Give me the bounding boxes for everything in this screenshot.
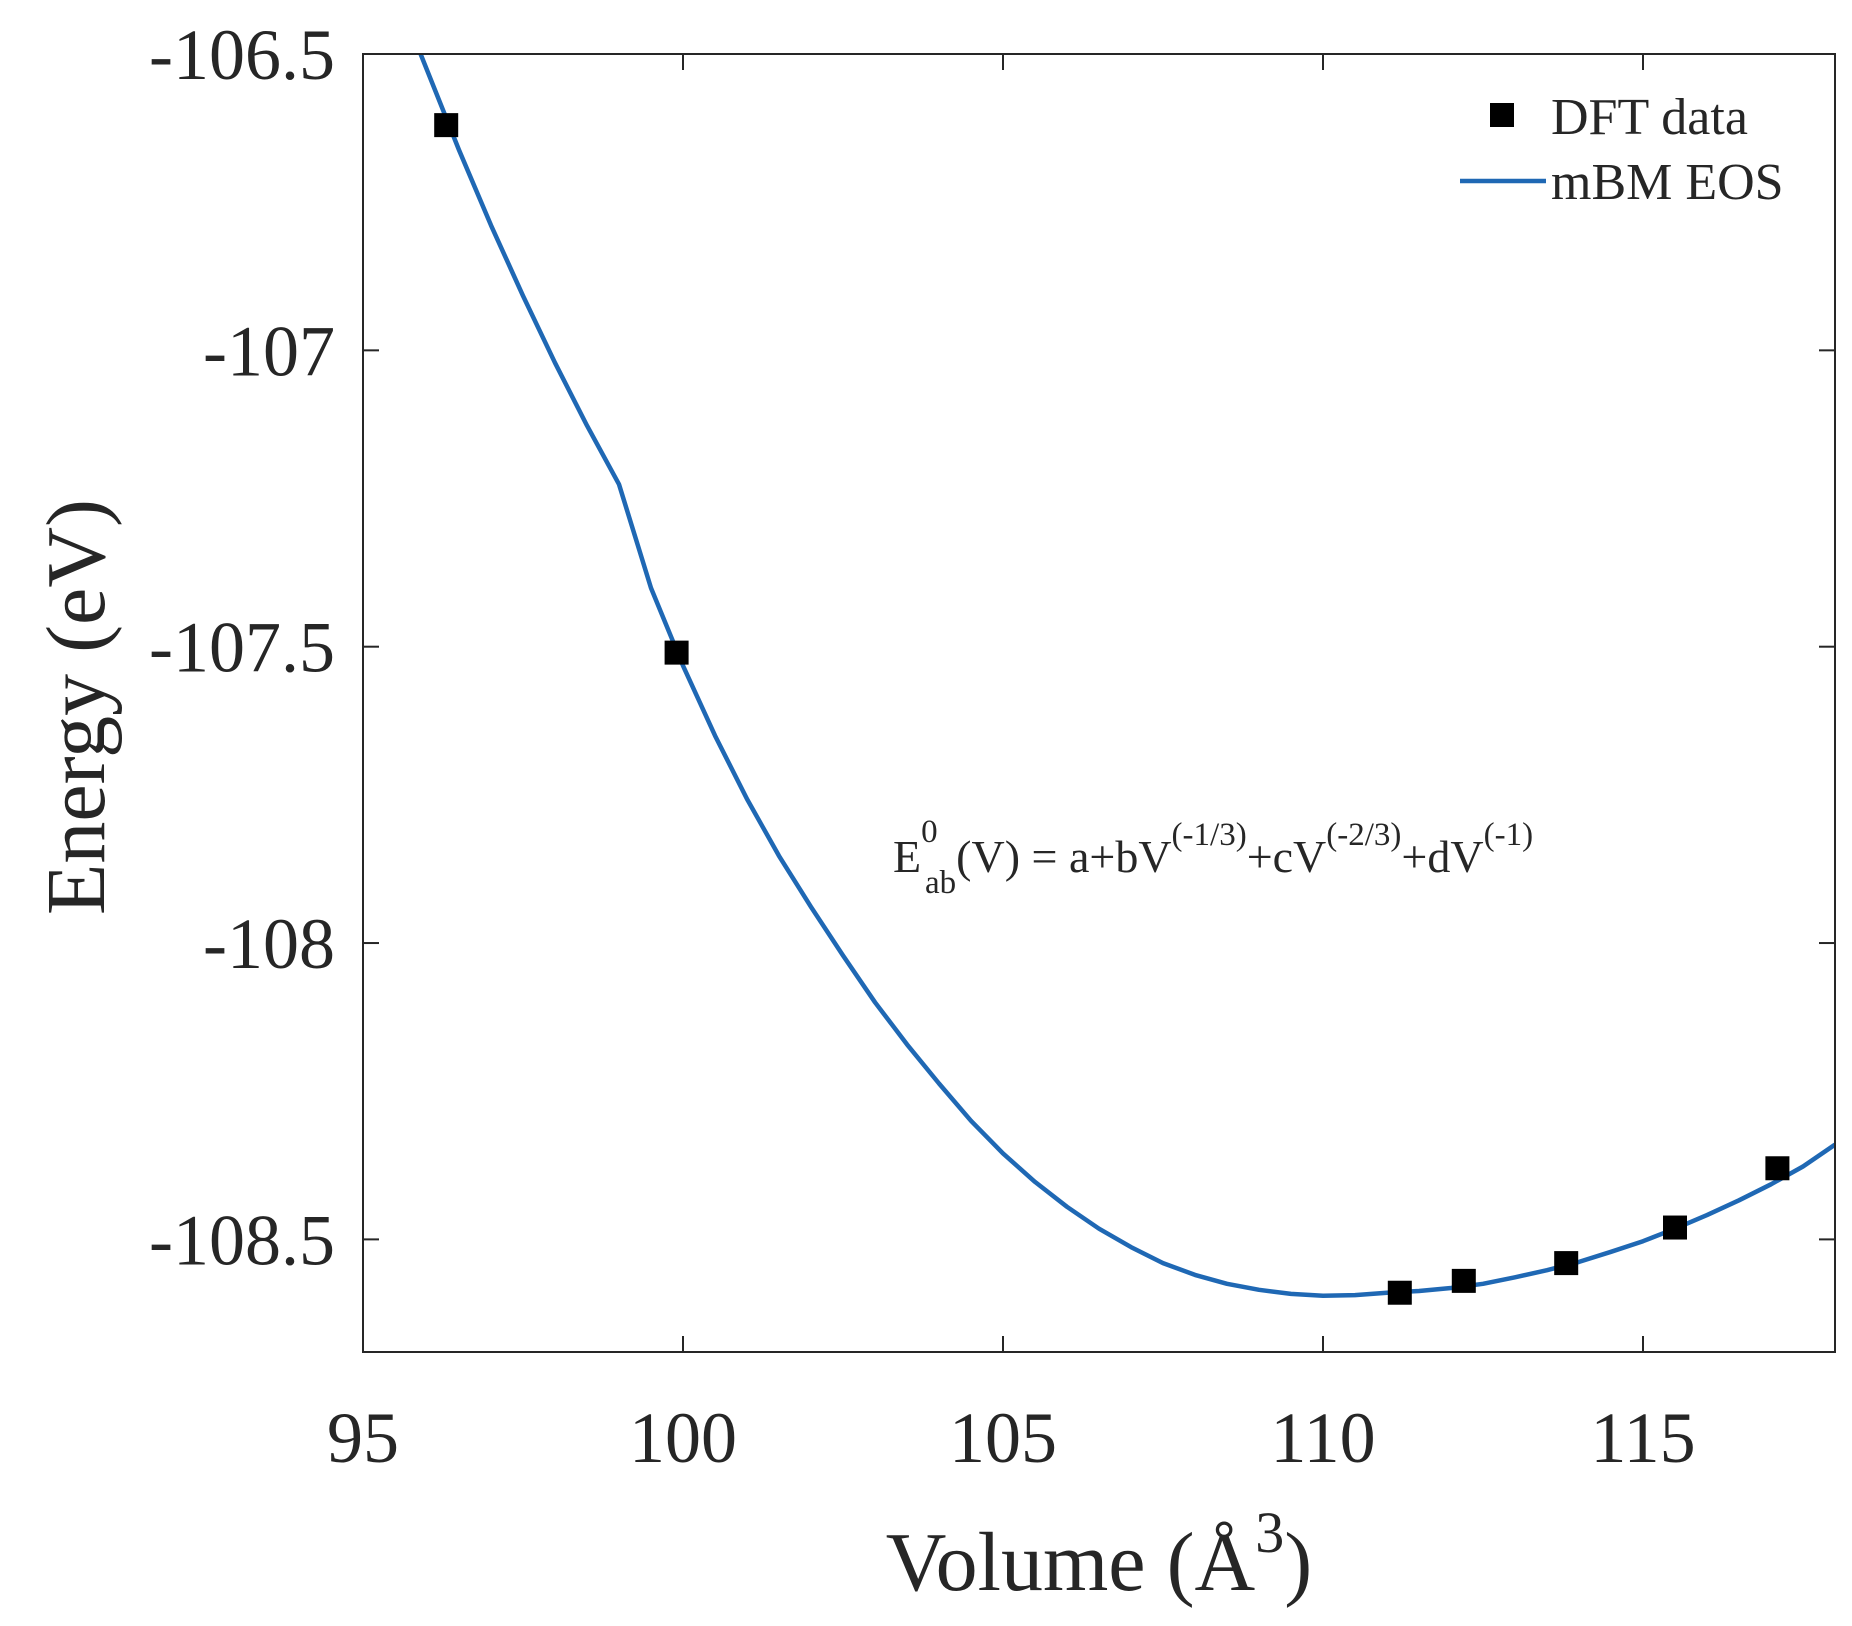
dft-data-point [1451,1268,1476,1293]
dft-data-point [1663,1215,1687,1240]
x-tick-label: 95 [327,1398,399,1478]
formula-exp3: (-1) [1484,817,1533,853]
dft-data-point [434,113,459,138]
formula-part1: (V) = a+bV [956,831,1171,882]
formula-part3: +dV [1401,831,1483,882]
x-axis-label-text: Volume (Å [886,1516,1256,1609]
x-axis-label-sup: 3 [1255,1500,1284,1565]
formula-exp2: (-2/3) [1326,817,1401,853]
eos-formula: E0 ab(V) = a+bV(-1/3)+cV(-2/3)+dV(-1) [893,814,1533,901]
dft-data-point [1387,1280,1412,1305]
plot-area-background [363,54,1835,1352]
formula-base: E [893,831,921,882]
y-tick-label: -106.5 [149,15,335,95]
legend: DFT data mBM EOS [1460,89,1784,211]
x-tick-labels: 95 100 105 110 115 [327,1398,1696,1478]
x-tick-label: 100 [629,1398,737,1478]
mbm-eos-line [418,54,1835,1298]
x-axis-label: Volume (Å3) [886,1500,1312,1609]
plot-series [418,54,1835,1305]
legend-marker-square [1490,103,1514,127]
x-tick-label: 115 [1590,1398,1695,1478]
formula-exp1: (-1/3) [1172,817,1247,853]
dft-data-point [1765,1156,1790,1181]
x-tick-label: 110 [1270,1398,1375,1478]
y-tick-label: -107 [203,311,335,391]
formula-sup0: 0 [921,814,938,850]
legend-label-eos: mBM EOS [1551,154,1784,211]
x-tick-label: 105 [949,1398,1057,1478]
dft-data-points [434,113,1790,1305]
formula-sub: ab [925,865,956,901]
axes-frame [362,53,1836,1353]
formula-part2: +cV [1247,831,1327,882]
y-tick-labels: -106.5 -107 -107.5 -108 -108.5 [149,15,335,1280]
y-tick-label: -108 [203,904,335,984]
y-axis-label: Energy (eV) [30,499,123,915]
y-tick-label: -107.5 [149,608,335,688]
x-axis-label-close: ) [1284,1516,1312,1609]
legend-label-dft: DFT data [1551,89,1748,146]
dft-data-point [664,640,689,665]
y-tick-label: -108.5 [149,1200,335,1280]
dft-data-point [1554,1251,1579,1276]
